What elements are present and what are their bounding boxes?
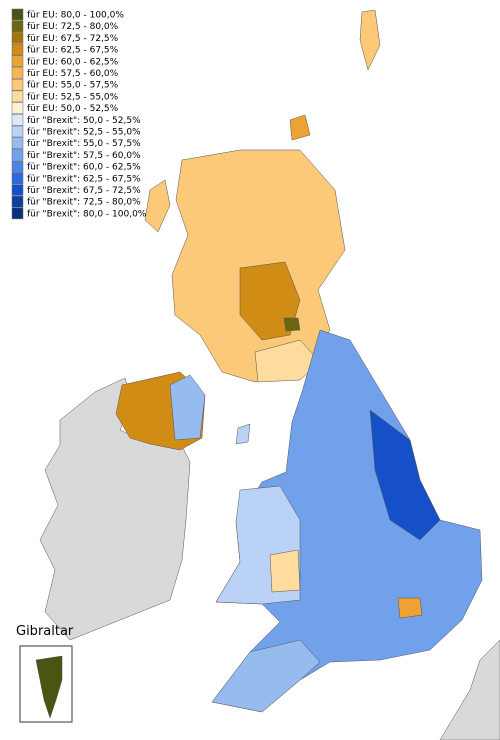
legend-swatch: [11, 32, 24, 44]
legend-label: für "Brexit": 62,5 - 67,5%: [27, 174, 141, 184]
legend-label: für EU: 60,0 - 62,5%: [27, 57, 119, 67]
legend-label: für "Brexit": 55,0 - 57,5%: [27, 139, 141, 149]
legend-swatch: [11, 43, 24, 56]
hebrides: [144, 179, 171, 233]
legend-label: für EU: 67,5 - 72,5%: [27, 34, 119, 44]
shetland: [359, 9, 381, 71]
legend-swatch: [11, 172, 24, 185]
legend-swatch: [11, 67, 24, 79]
legend-label: für "Brexit": 52,5 - 55,0%: [27, 128, 141, 138]
edinburgh: [283, 317, 301, 332]
legend-swatch: [11, 149, 24, 161]
isle-of-man: [235, 423, 251, 445]
legend-label: für "Brexit": 60,0 - 62,5%: [27, 163, 141, 173]
legend-label: für "Brexit": 72,5 - 80,0%: [27, 198, 141, 208]
legend-swatch: [11, 20, 24, 32]
legend-swatch: [11, 160, 24, 173]
south-west: [211, 639, 321, 713]
london: [397, 597, 423, 619]
legend-label: für EU: 55,0 - 57,5%: [27, 81, 119, 91]
legend-swatch: [11, 195, 24, 208]
legend-label: für EU: 50,0 - 52,5%: [27, 104, 119, 114]
legend-swatch: [11, 102, 24, 114]
inset-label: Gibraltar: [16, 624, 74, 639]
legend-label: für "Brexit": 57,5 - 60,0%: [27, 151, 141, 161]
legend-swatch: [11, 114, 24, 126]
legend-label: für EU: 57,5 - 60,0%: [27, 69, 119, 79]
legend-swatch: [11, 125, 24, 138]
legend-label: für "Brexit": 80,0 - 100,0%: [27, 209, 147, 219]
legend: für EU: 80,0 - 100,0%für EU: 72,5 - 80,0…: [11, 8, 147, 220]
legend-label: für EU: 80,0 - 100,0%: [27, 11, 124, 21]
gibraltar: [35, 655, 63, 719]
north-wales: [269, 549, 301, 593]
legend-label: für EU: 72,5 - 80,0%: [27, 22, 119, 32]
legend-label: für EU: 62,5 - 67,5%: [27, 46, 119, 56]
legend-swatch: [11, 55, 24, 68]
legend-label: für "Brexit": 50,0 - 52,5%: [27, 116, 141, 126]
legend-swatch: [11, 78, 24, 91]
legend-swatch: [11, 184, 24, 196]
legend-swatch: [11, 207, 24, 220]
legend-label: für EU: 52,5 - 55,0%: [27, 92, 119, 102]
legend-swatch: [11, 137, 24, 149]
legend-swatch: [11, 8, 24, 21]
legend-swatch: [11, 90, 24, 103]
east-england: [369, 409, 441, 541]
orkney: [289, 114, 311, 141]
legend-label: für "Brexit": 67,5 - 72,5%: [27, 186, 141, 196]
continent: [439, 639, 500, 740]
ni-east: [169, 374, 206, 441]
